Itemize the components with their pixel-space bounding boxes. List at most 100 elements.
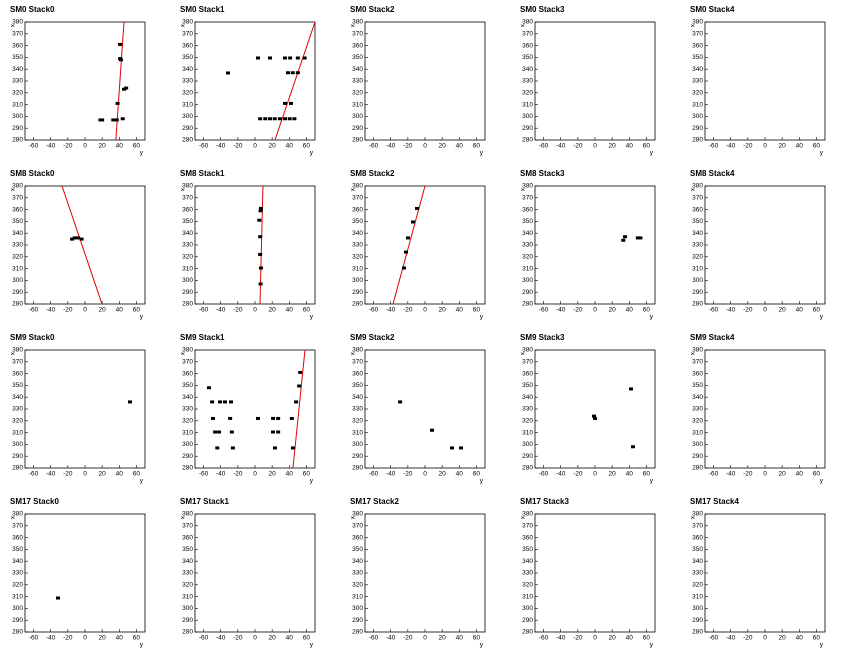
x-axis-label: y bbox=[480, 150, 484, 157]
plot-frame bbox=[534, 185, 656, 305]
x-tick-label: 60 bbox=[813, 143, 821, 150]
plot-frame bbox=[704, 185, 826, 305]
panel: SM0 Stack1 -60 -40 -20 0 20 40 60 280 290 300 310 32… bbox=[180, 5, 316, 157]
y-tick-label: 330 bbox=[522, 242, 533, 249]
y-tick-label: 370 bbox=[692, 523, 703, 530]
x-tick-label: -20 bbox=[573, 635, 583, 642]
x-tick-label: 0 bbox=[593, 471, 597, 478]
panel-title: SM17 Stack1 bbox=[180, 497, 229, 506]
x-tick-label: -60 bbox=[539, 471, 549, 478]
y-tick-label: 370 bbox=[12, 195, 23, 202]
y-tick-label: 380 bbox=[12, 183, 23, 190]
y-tick-label: 340 bbox=[692, 558, 703, 565]
x-tick-label: -40 bbox=[216, 307, 226, 314]
hit bbox=[402, 266, 406, 270]
y-tick-label: 360 bbox=[352, 206, 363, 213]
y-tick-label: 340 bbox=[522, 230, 533, 237]
hit bbox=[294, 400, 299, 404]
plot-frame bbox=[194, 349, 316, 469]
x-tick-label: -40 bbox=[556, 635, 566, 642]
y-tick-label: 340 bbox=[522, 558, 533, 565]
hit bbox=[119, 58, 123, 62]
x-tick-label: -20 bbox=[743, 471, 753, 478]
y-tick-label: 320 bbox=[352, 90, 363, 97]
panel: SM17 Stack2 -60 -40 -20 0 20 40 60 280 290 300 310 3… bbox=[350, 497, 486, 649]
y-tick-label: 370 bbox=[692, 31, 703, 38]
hit bbox=[638, 236, 643, 240]
x-tick-label: -20 bbox=[573, 143, 583, 150]
hit bbox=[258, 282, 263, 286]
x-tick-label: 60 bbox=[473, 635, 481, 642]
y-tick-label: 300 bbox=[522, 441, 533, 448]
x-tick-label: -40 bbox=[726, 143, 736, 150]
y-tick-label: 290 bbox=[692, 289, 703, 296]
y-tick-label: 280 bbox=[12, 301, 23, 308]
y-tick-label: 330 bbox=[12, 406, 23, 413]
hit bbox=[114, 118, 119, 122]
x-tick-label: -60 bbox=[199, 635, 209, 642]
y-tick-label: 290 bbox=[692, 617, 703, 624]
y-tick-label: 320 bbox=[182, 582, 193, 589]
x-tick-label: -60 bbox=[29, 635, 39, 642]
y-tick-label: 280 bbox=[182, 629, 193, 636]
fit-line bbox=[274, 22, 315, 140]
y-tick-label: 280 bbox=[352, 137, 363, 144]
y-tick-label: 340 bbox=[352, 394, 363, 401]
y-tick-label: 380 bbox=[12, 511, 23, 518]
y-tick-label: 360 bbox=[352, 534, 363, 541]
x-axis-label: y bbox=[820, 150, 824, 157]
panel-title: SM8 Stack3 bbox=[520, 169, 565, 178]
y-tick-label: 320 bbox=[692, 582, 703, 589]
x-axis-label: y bbox=[140, 150, 144, 157]
y-tick-label: 360 bbox=[522, 534, 533, 541]
plot-frame bbox=[704, 349, 826, 469]
y-tick-label: 330 bbox=[182, 406, 193, 413]
y-tick-label: 300 bbox=[12, 113, 23, 120]
y-tick-label: 280 bbox=[522, 465, 533, 472]
hit bbox=[286, 71, 290, 75]
y-tick-label: 350 bbox=[522, 218, 533, 225]
fit-line bbox=[292, 350, 306, 468]
x-tick-label: -20 bbox=[233, 471, 243, 478]
y-tick-label: 310 bbox=[522, 429, 533, 436]
hit bbox=[268, 56, 272, 60]
y-tick-label: 290 bbox=[182, 617, 193, 624]
x-tick-label: -20 bbox=[403, 635, 413, 642]
x-axis-label: y bbox=[480, 642, 484, 649]
hit bbox=[635, 236, 640, 240]
x-tick-label: 60 bbox=[643, 471, 651, 478]
x-tick-label: -20 bbox=[403, 307, 413, 314]
y-tick-label: 330 bbox=[12, 570, 23, 577]
hit bbox=[295, 56, 300, 60]
panel-title: SM17 Stack2 bbox=[350, 497, 399, 506]
y-axis-label: x bbox=[350, 351, 357, 355]
y-tick-label: 300 bbox=[692, 605, 703, 612]
hit bbox=[271, 416, 275, 420]
x-tick-label: 60 bbox=[643, 307, 651, 314]
x-tick-label: -20 bbox=[403, 471, 413, 478]
x-tick-label: 40 bbox=[116, 307, 124, 314]
plot-frame bbox=[704, 513, 826, 633]
plot-frame bbox=[534, 349, 656, 469]
y-tick-label: 320 bbox=[12, 254, 23, 261]
y-tick-label: 330 bbox=[12, 78, 23, 85]
panel: SM8 Stack4 -60 -40 -20 0 20 40 60 280 290 300 310 32… bbox=[690, 169, 826, 321]
fit-line bbox=[61, 186, 103, 304]
hit bbox=[398, 400, 403, 404]
panel: SM8 Stack3 -60 -40 -20 0 20 40 60 280 290 300 310 32… bbox=[520, 169, 656, 321]
x-tick-label: 40 bbox=[116, 143, 124, 150]
y-tick-label: 280 bbox=[12, 465, 23, 472]
y-tick-label: 350 bbox=[182, 546, 193, 553]
x-tick-label: -40 bbox=[386, 635, 396, 642]
hit bbox=[213, 430, 218, 434]
y-tick-label: 370 bbox=[12, 523, 23, 530]
x-axis-label: y bbox=[310, 642, 314, 649]
hit bbox=[206, 386, 211, 390]
y-tick-label: 320 bbox=[182, 418, 193, 425]
hit bbox=[258, 117, 263, 121]
y-tick-label: 310 bbox=[692, 101, 703, 108]
plot-frame bbox=[194, 21, 316, 141]
hit bbox=[124, 86, 129, 90]
x-tick-label: 60 bbox=[813, 307, 821, 314]
y-tick-label: 290 bbox=[352, 453, 363, 460]
